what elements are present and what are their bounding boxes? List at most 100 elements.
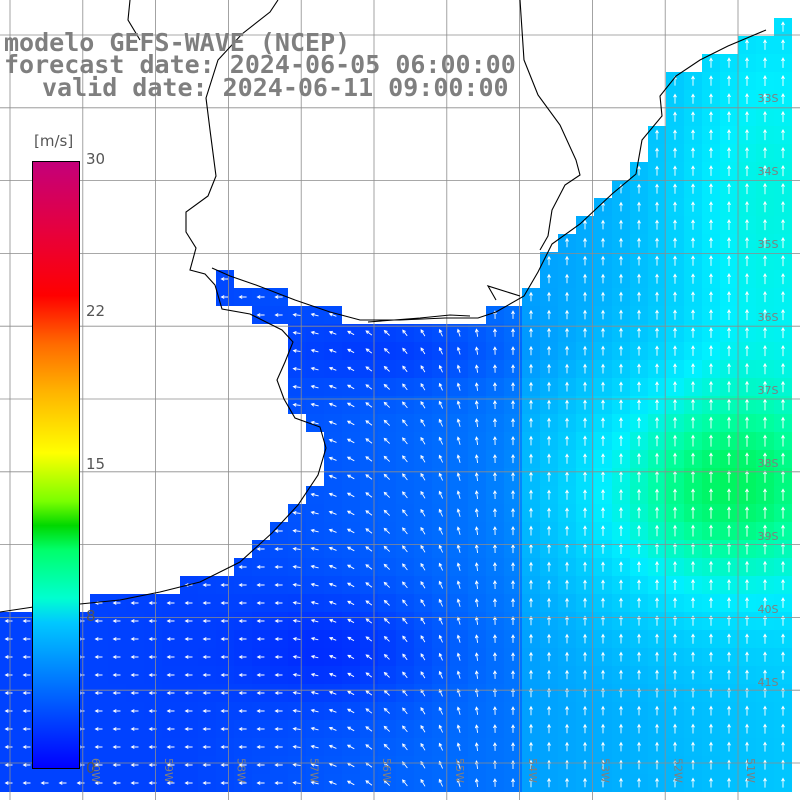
wind-arrow [474, 706, 479, 715]
wind-arrow [238, 673, 247, 677]
wind-arrow [456, 508, 461, 517]
wind-arrow [184, 709, 193, 713]
wind-arrow [383, 509, 391, 516]
wind-arrow [601, 705, 605, 716]
wind-arrow [274, 673, 283, 677]
wind-arrow [745, 416, 749, 429]
wind-arrow [781, 633, 785, 644]
wind-arrow [655, 165, 659, 176]
wind-arrow [202, 763, 211, 767]
wind-arrow [420, 347, 426, 355]
wind-arrow [583, 435, 587, 446]
wind-arrow [781, 398, 785, 411]
wind-arrow [763, 651, 767, 662]
wind-arrow [763, 128, 767, 141]
wind-arrow [274, 709, 283, 713]
wind-arrow [511, 562, 515, 571]
wind-arrow [94, 673, 103, 677]
wind-arrow [763, 182, 767, 195]
wind-arrow [328, 420, 337, 425]
wind-arrow [763, 434, 767, 447]
wind-arrow [655, 345, 659, 356]
wind-arrow [691, 75, 695, 86]
wind-arrow [202, 637, 211, 641]
wind-arrow [727, 723, 731, 734]
wind-arrow [781, 344, 785, 357]
wind-arrow [365, 618, 373, 624]
valid-date: valid date: 2024-06-11 09:00:00 [42, 73, 509, 102]
wind-arrow [456, 472, 461, 481]
wind-arrow [673, 327, 677, 338]
wind-arrow [529, 633, 533, 644]
wind-arrow [637, 597, 641, 608]
wind-arrow [583, 669, 587, 680]
wind-arrow [402, 455, 408, 463]
wind-arrow [637, 381, 641, 392]
wind-arrow [727, 201, 731, 212]
wind-arrow [601, 453, 605, 464]
wind-arrow [637, 345, 641, 356]
wind-arrow [655, 434, 659, 447]
wind-arrow [274, 745, 283, 749]
wind-arrow [583, 363, 587, 374]
wind-arrow [493, 526, 497, 536]
wind-arrow [493, 508, 497, 518]
wind-arrow [619, 219, 623, 230]
wind-arrow [310, 654, 319, 659]
wind-arrow [763, 506, 767, 519]
wind-arrow [637, 777, 641, 788]
wind-arrow [601, 309, 605, 320]
wind-arrow [709, 524, 713, 537]
wind-arrow [166, 745, 175, 749]
wind-arrow [310, 546, 319, 551]
wind-arrow [691, 237, 695, 248]
wind-arrow [529, 561, 533, 572]
wind-arrow [601, 291, 605, 302]
wind-arrow [691, 380, 695, 393]
wind-arrow [529, 291, 533, 302]
wind-arrow [709, 147, 713, 158]
wind-arrow [529, 363, 533, 374]
wind-arrow [745, 93, 749, 104]
wind-arrow [22, 637, 31, 641]
wind-arrow [547, 723, 551, 734]
wind-arrow [637, 219, 641, 230]
wind-arrow [673, 183, 677, 194]
wind-arrow [637, 309, 641, 320]
wind-arrow [130, 709, 139, 713]
wind-arrow [655, 255, 659, 266]
wind-arrow [238, 727, 247, 731]
wind-arrow [727, 344, 731, 357]
wind-arrow [619, 255, 623, 266]
wind-arrow [274, 601, 283, 605]
wind-arrow [763, 308, 767, 321]
wind-arrow [130, 601, 139, 605]
wind-arrow [220, 637, 229, 641]
wind-arrow [619, 506, 623, 519]
wind-arrow [763, 290, 767, 303]
wind-arrow [365, 582, 373, 588]
wind-arrow [310, 690, 319, 695]
wind-arrow [274, 529, 283, 533]
wind-arrow [673, 434, 677, 447]
wind-arrow [383, 491, 391, 498]
wind-arrow [745, 560, 749, 573]
wind-arrow [673, 273, 677, 284]
wind-arrow [727, 380, 731, 393]
wind-arrow [619, 723, 623, 734]
wind-arrow [220, 295, 229, 299]
wind-arrow [763, 236, 767, 249]
wind-arrow [438, 580, 444, 589]
wind-arrow [383, 545, 391, 552]
wind-arrow [310, 672, 319, 677]
wind-arrow [474, 652, 479, 661]
wind-arrow [673, 741, 677, 752]
wind-arrow [112, 727, 121, 731]
wind-arrow [456, 598, 461, 607]
wind-arrow [256, 583, 265, 587]
wind-arrow [238, 619, 247, 623]
wind-arrow [256, 637, 265, 641]
wind-arrow [420, 508, 426, 517]
wind-arrow [310, 744, 319, 749]
